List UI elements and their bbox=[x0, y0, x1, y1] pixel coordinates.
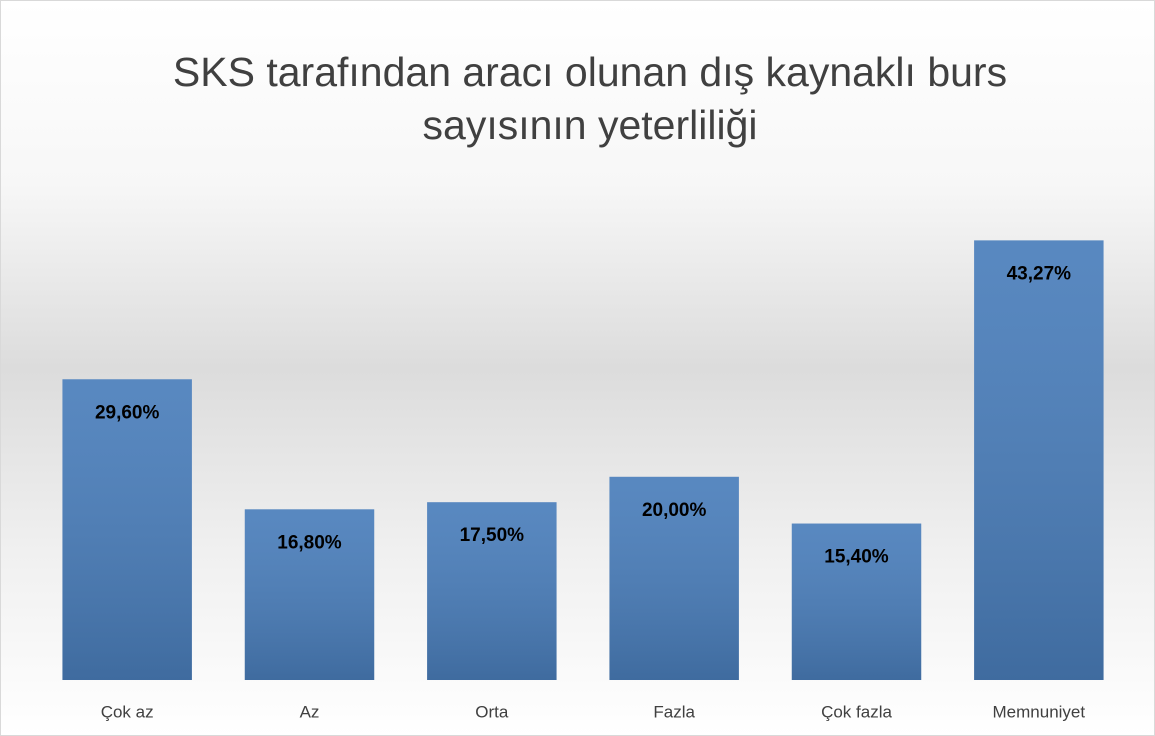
x-tick-label: Memnuniyet bbox=[993, 702, 1086, 721]
x-tick-label: Fazla bbox=[653, 702, 695, 721]
x-tick-label: Çok az bbox=[101, 702, 154, 721]
bar-shade bbox=[427, 502, 557, 680]
data-label: 17,50% bbox=[460, 525, 525, 546]
x-tick-label: Az bbox=[300, 702, 320, 721]
bar-shade bbox=[791, 523, 922, 680]
bar-shade bbox=[609, 476, 739, 680]
x-tick-label: Orta bbox=[475, 702, 509, 721]
bar-shade bbox=[62, 379, 192, 680]
x-tick-label: Çok fazla bbox=[821, 702, 892, 721]
chart-title: sayısının yeterliliği bbox=[423, 102, 758, 148]
chart-title: SKS tarafından aracı olunan dış kaynaklı… bbox=[173, 49, 1007, 95]
data-label: 29,60% bbox=[95, 402, 160, 423]
data-label: 16,80% bbox=[277, 532, 342, 553]
bar-shade bbox=[244, 509, 375, 680]
data-label: 20,00% bbox=[642, 500, 707, 521]
bar-shade bbox=[974, 240, 1104, 680]
data-label: 43,27% bbox=[1007, 263, 1072, 284]
data-label: 15,40% bbox=[824, 547, 889, 568]
